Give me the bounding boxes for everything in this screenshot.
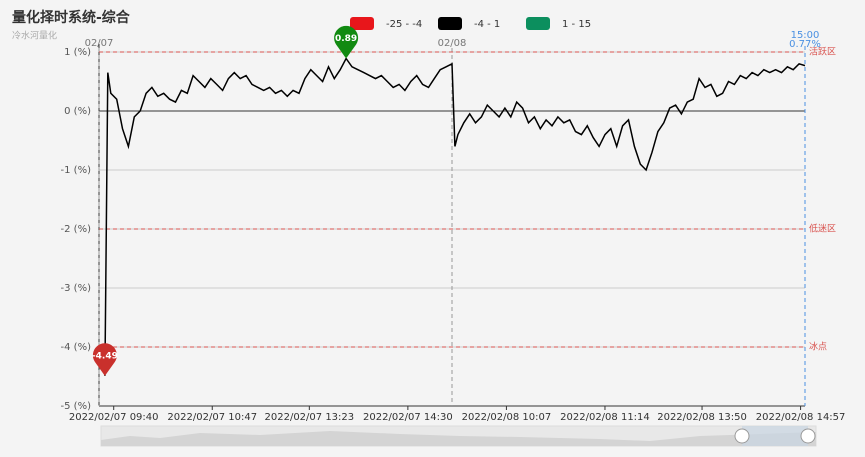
x-tick-label: 2022/02/07 13:23 [265,412,355,423]
mark-point-label: -4.49 [92,351,118,361]
mark-point-label: 0.89 [335,34,357,44]
legend-swatch [438,17,462,30]
zoom-window[interactable] [742,426,808,446]
y-tick-label: -4 (%) [61,342,92,353]
x-tick-label: 2022/02/08 13:50 [657,412,747,423]
mark-line-label: 冰点 [809,341,827,353]
mark-line-label: 活跃区 [809,46,836,58]
mark-point [92,343,117,376]
data-zoom[interactable] [100,425,817,447]
chart-subtitle: 冷水河量化 [12,30,57,42]
x-tick-label: 2022/02/08 14:57 [756,412,846,423]
x-tick-label: 2022/02/08 10:07 [462,412,552,423]
legend-label: -4 - 1 [474,19,500,30]
chart-title: 量化择时系统-综合 [12,9,131,26]
y-tick-label: -2 (%) [61,224,92,235]
legend-swatch [526,17,550,30]
y-tick-label: -5 (%) [61,401,92,412]
data-line [104,57,806,376]
y-tick-label: -3 (%) [61,283,92,294]
mark-line-label: 低迷区 [809,223,836,235]
x-tick-label: 2022/02/07 09:40 [69,412,159,423]
y-tick-label: 0 (%) [64,106,91,117]
zoom-handle[interactable] [734,428,750,444]
end-time-label: 15:00 [791,30,820,41]
day-marker-label: 02/07 [85,38,114,49]
zoom-preview [101,431,816,446]
x-tick-label: 2022/02/07 14:30 [363,412,453,423]
day-marker-label: 02/08 [438,38,467,49]
legend-label: 1 - 15 [562,19,591,30]
x-tick-label: 2022/02/08 11:14 [560,412,650,423]
legend-swatch [350,17,374,30]
mark-point [334,25,359,59]
y-tick-label: 1 (%) [64,47,91,58]
x-tick-label: 2022/02/07 10:47 [167,412,257,423]
zoom-handle[interactable] [800,428,816,444]
y-tick-label: -1 (%) [61,165,92,176]
end-value-label: 0.77% [789,39,821,50]
legend-label: -25 - -4 [386,19,422,30]
